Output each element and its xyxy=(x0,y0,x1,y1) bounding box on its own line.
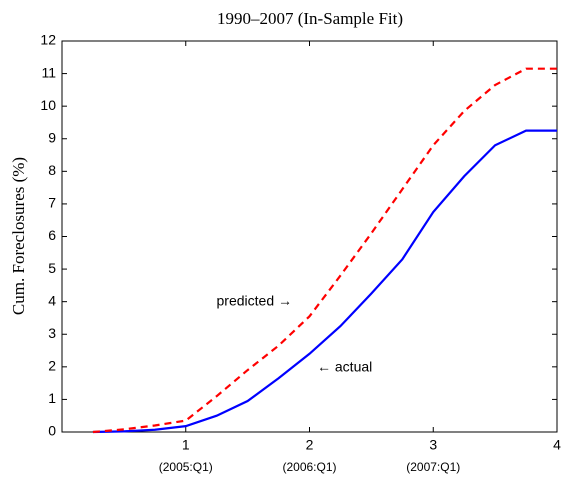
y-tick-label: 10 xyxy=(40,97,56,113)
y-tick-label: 9 xyxy=(48,129,56,145)
y-tick-label: 1 xyxy=(48,390,56,406)
plot-frame xyxy=(61,40,558,433)
y-tick-label: 2 xyxy=(48,358,56,374)
x-tick-sublabel: (2006:Q1) xyxy=(282,460,336,474)
x-tick-label: 3 xyxy=(429,437,437,453)
y-tick-label: 6 xyxy=(48,227,56,243)
series-line xyxy=(92,67,557,434)
annotation: predicted → xyxy=(217,293,292,309)
series-line xyxy=(92,129,557,434)
x-tick-sublabel: (2007:Q1) xyxy=(406,460,460,474)
x-tick-sublabel: (2005:Q1) xyxy=(159,460,213,474)
y-tick-label: 3 xyxy=(48,325,56,341)
x-tick-label: 4 xyxy=(553,437,561,453)
y-tick-label: 4 xyxy=(48,292,56,308)
x-tick-label: 1 xyxy=(182,437,190,453)
x-tick-label: 2 xyxy=(306,437,314,453)
y-tick-label: 8 xyxy=(48,162,56,178)
y-tick-label: 0 xyxy=(48,423,56,439)
y-tick-label: 11 xyxy=(41,64,56,80)
y-tick-label: 7 xyxy=(48,195,56,211)
y-axis-label: Cum. Foreclosures (%) xyxy=(9,157,28,315)
annotation: ← actual xyxy=(317,359,372,375)
y-tick-label: 5 xyxy=(48,260,56,276)
y-tick-label: 12 xyxy=(40,32,56,48)
chart-title: 1990–2007 (In-Sample Fit) xyxy=(217,9,403,28)
